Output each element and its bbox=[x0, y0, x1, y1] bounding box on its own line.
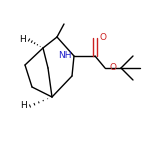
Text: O: O bbox=[99, 33, 106, 43]
Text: O: O bbox=[109, 64, 116, 73]
Text: NH: NH bbox=[58, 52, 72, 60]
Text: H: H bbox=[20, 102, 27, 111]
Text: H: H bbox=[19, 36, 26, 45]
